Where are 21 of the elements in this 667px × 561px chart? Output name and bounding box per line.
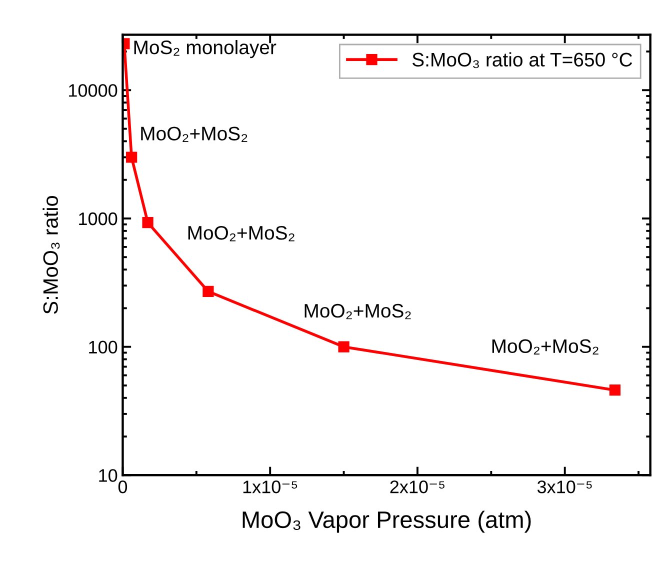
x-tick-label: 3x10⁻⁵ [537, 480, 592, 494]
point [202, 286, 214, 298]
x-tick-label: 0 [118, 480, 128, 494]
y-tick-label: 10000 [69, 84, 118, 97]
point [126, 152, 138, 163]
y-axis-title: S:MoO₃ ratio [42, 196, 60, 314]
annotation: MoO₂+MoS₂ [188, 226, 294, 242]
annotation: MoO₂+MoS₂ [492, 339, 598, 355]
point [142, 216, 154, 228]
point [609, 384, 621, 396]
point [338, 341, 350, 352]
x-axis-title: MoO₃ Vapor Pressure (atm) [242, 510, 531, 533]
y-tick-label: 10 [99, 469, 118, 482]
y-tick-label: 100 [89, 340, 118, 354]
legend-label: S:MoO₃ ratio at T=650 °C [412, 52, 632, 68]
annotation: MoO₂+MoS₂ [141, 126, 248, 142]
x-tick-label: 2x10⁻⁵ [390, 480, 444, 494]
y-tick-label: 1000 [79, 212, 118, 226]
annotation: MoS₂ monolayer [134, 40, 276, 58]
annotation: MoO₂+MoS₂ [304, 304, 411, 320]
x-tick-label: 1x10⁻⁵ [243, 480, 298, 494]
